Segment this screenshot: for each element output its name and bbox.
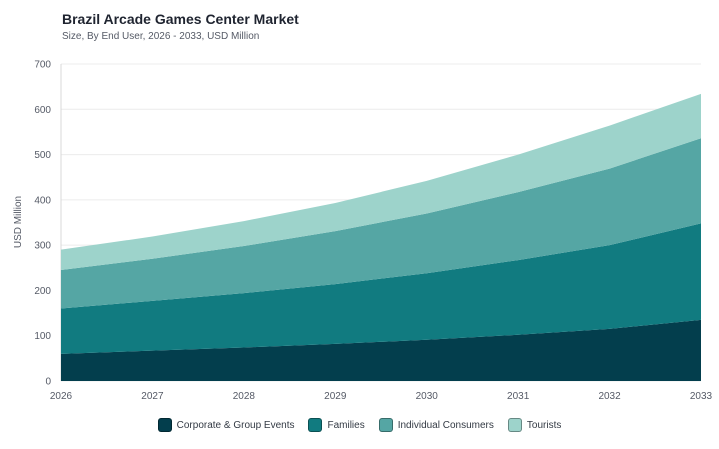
y-tick-label: 400 <box>34 195 51 206</box>
y-axis-label: USD Million <box>13 196 24 248</box>
y-tick-label: 600 <box>34 105 51 116</box>
legend-label: Corporate & Group Events <box>176 419 295 431</box>
y-tick-label: 300 <box>34 241 51 252</box>
x-tick-label: 2027 <box>141 391 164 402</box>
legend-label: Families <box>327 419 365 431</box>
x-tick-label: 2030 <box>416 391 439 402</box>
chart-legend: Corporate & Group Events Families Individu… <box>0 418 719 432</box>
legend-item[interactable]: Corporate & Group Events <box>157 418 295 432</box>
y-tick-label: 500 <box>34 150 51 161</box>
x-tick-label: 2033 <box>690 391 713 402</box>
area-series-corporate-group-events <box>61 319 701 381</box>
area-series-individual-consumers <box>61 138 701 309</box>
legend-label: Individual Consumers <box>397 419 494 431</box>
legend-item[interactable]: Tourists <box>507 418 562 432</box>
y-tick-label: 100 <box>34 331 51 342</box>
legend-label: Tourists <box>526 419 562 431</box>
x-tick-label: 2032 <box>598 391 621 402</box>
legend-swatch <box>308 418 323 432</box>
legend-swatch <box>378 418 393 432</box>
y-tick-label: 0 <box>45 377 51 388</box>
x-tick-label: 2029 <box>324 391 347 402</box>
legend-swatch <box>157 418 172 432</box>
chart-title: Brazil Arcade Games Center Market <box>62 11 299 27</box>
area-series-tourists <box>61 93 701 271</box>
legend-swatch <box>507 418 522 432</box>
y-tick-label: 700 <box>34 60 51 71</box>
x-tick-label: 2031 <box>507 391 530 402</box>
legend-item[interactable]: Families <box>308 418 365 432</box>
x-tick-label: 2026 <box>50 391 73 402</box>
area-series-families <box>61 223 701 354</box>
x-tick-label: 2028 <box>233 391 256 402</box>
chart-subtitle: Size, By End User, 2026 - 2033, USD Mill… <box>62 31 260 42</box>
y-tick-label: 200 <box>34 286 51 297</box>
legend-item[interactable]: Individual Consumers <box>378 418 494 432</box>
